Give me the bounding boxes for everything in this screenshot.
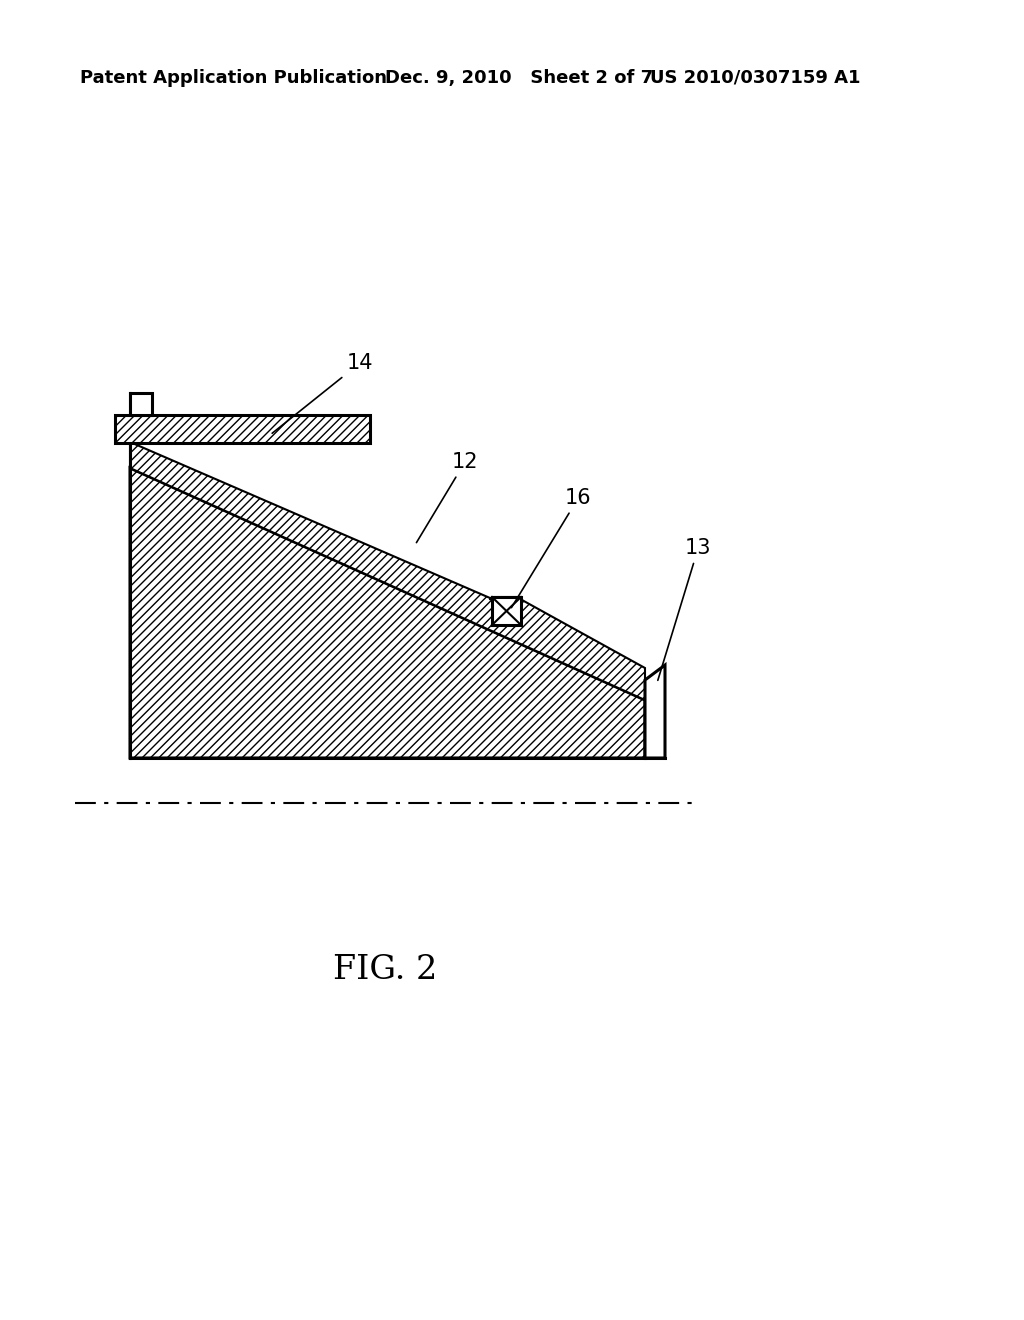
Text: 14: 14: [272, 352, 374, 433]
Text: US 2010/0307159 A1: US 2010/0307159 A1: [650, 69, 860, 87]
Polygon shape: [130, 469, 645, 758]
Text: 13: 13: [657, 539, 712, 680]
Text: Patent Application Publication: Patent Application Publication: [80, 69, 387, 87]
Polygon shape: [492, 597, 521, 624]
Text: 16: 16: [511, 488, 592, 607]
Polygon shape: [130, 442, 645, 700]
Polygon shape: [645, 665, 665, 758]
Text: FIG. 2: FIG. 2: [333, 954, 437, 986]
Polygon shape: [130, 393, 152, 414]
Text: Dec. 9, 2010   Sheet 2 of 7: Dec. 9, 2010 Sheet 2 of 7: [385, 69, 653, 87]
Text: 12: 12: [417, 451, 478, 543]
Polygon shape: [115, 414, 370, 444]
